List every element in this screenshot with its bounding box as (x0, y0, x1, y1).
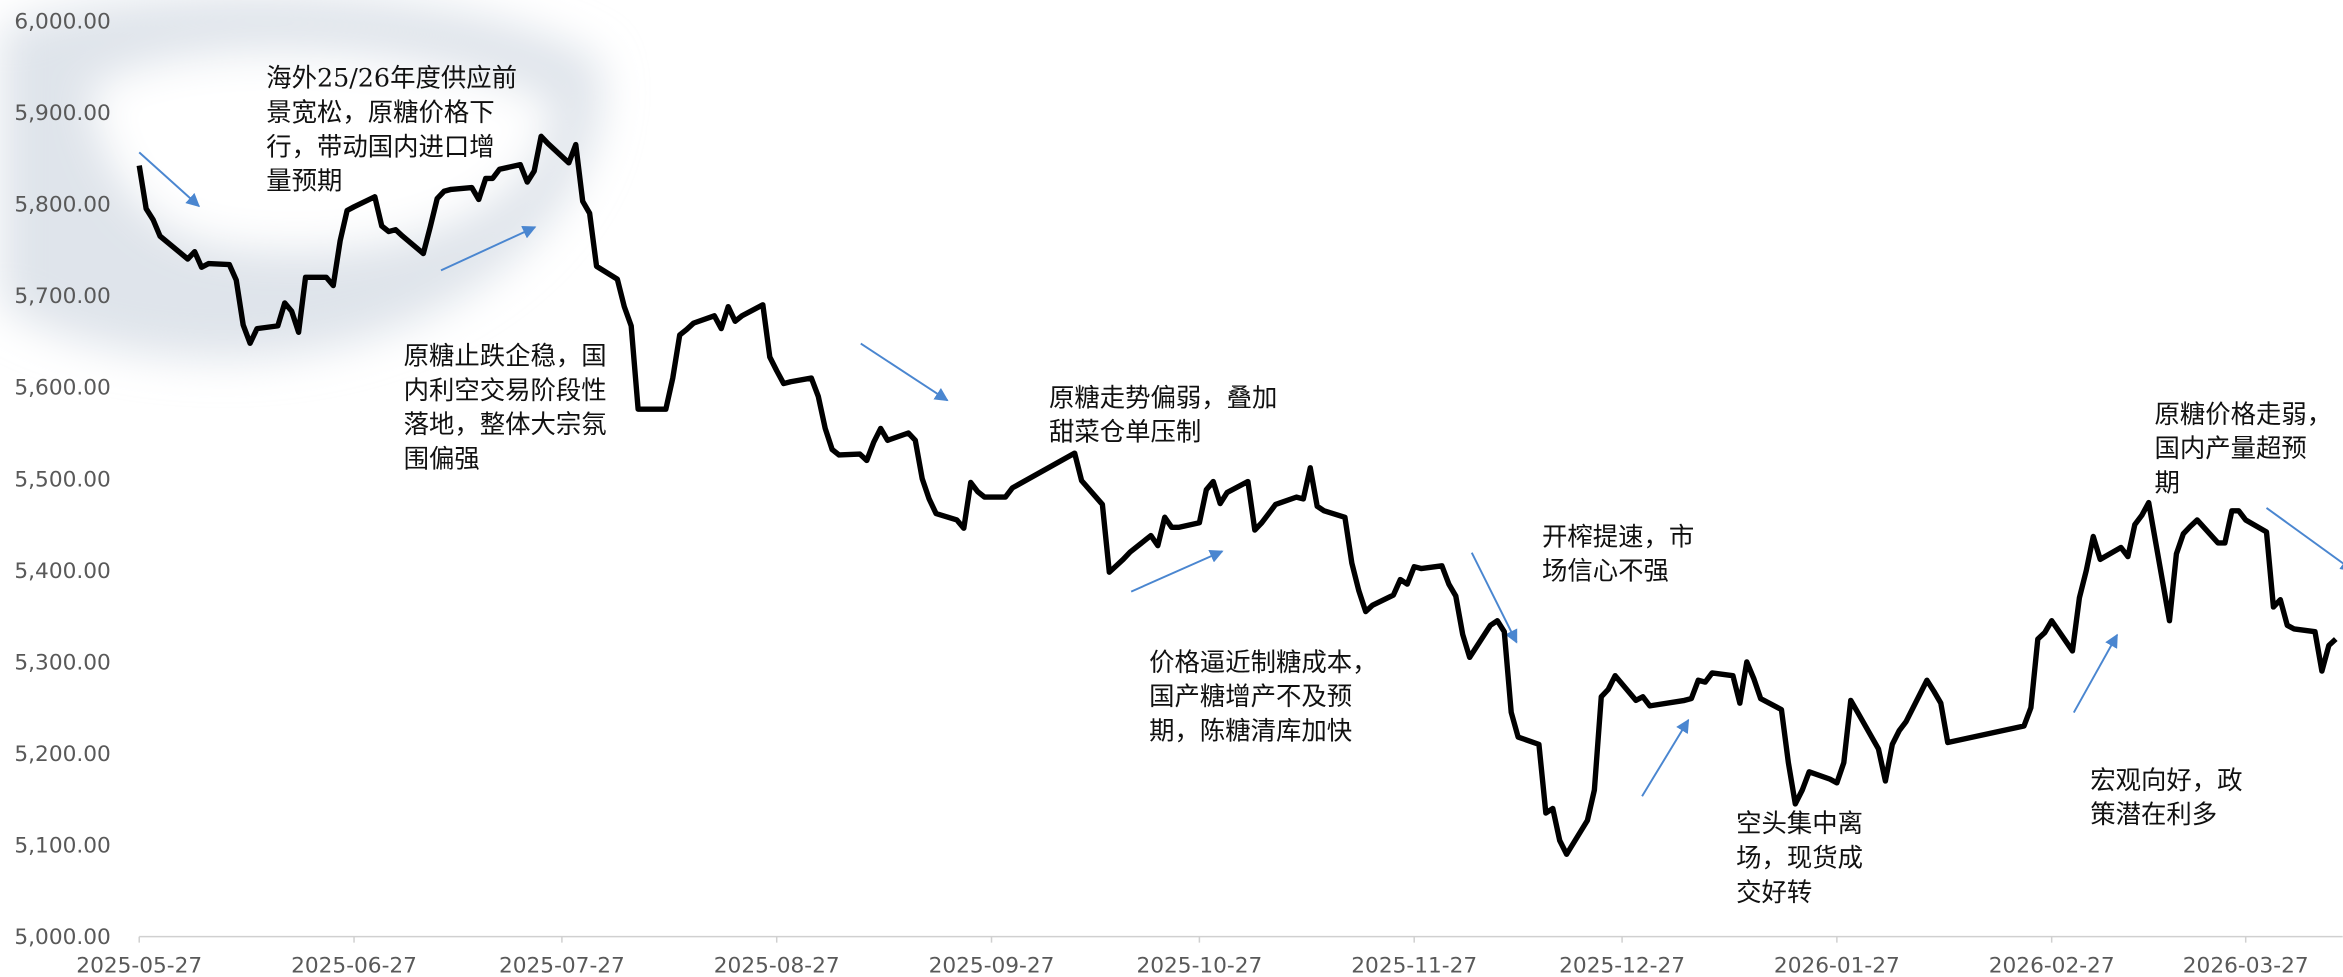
y-tick-label: 5,400.00 (14, 559, 110, 584)
y-tick-label: 5,500.00 (14, 467, 110, 492)
annotation-line: 开榨提速，市 (1542, 521, 1694, 551)
annotation-line: 空头集中离 (1736, 808, 1863, 838)
y-tick-label: 5,300.00 (14, 650, 110, 675)
x-tick-label: 2025-11-27 (1351, 954, 1477, 977)
arrow (2265, 507, 2343, 572)
annotation-line: 期，陈糖清库加快 (1149, 715, 1352, 745)
price-line (136, 133, 2338, 857)
y-tick-label: 5,700.00 (14, 284, 110, 309)
annotation-line: 原糖价格走弱， (2154, 399, 2332, 429)
annotation-line: 期 (2154, 467, 2179, 497)
y-tick-label: 5,600.00 (14, 376, 110, 401)
annotation-line: 宏观向好，政 (2090, 765, 2242, 795)
arrow (440, 226, 537, 272)
annotation-line: 围偏强 (404, 444, 480, 474)
annotation-line: 场信心不强 (1542, 556, 1669, 586)
annotation-line: 量预期 (266, 166, 342, 196)
annotation-line: 内利空交易阶段性 (404, 375, 607, 405)
x-tick-label: 2025-12-27 (1559, 954, 1685, 977)
y-tick-label: 5,100.00 (14, 834, 110, 859)
annotation-line: 甜菜仓单压制 (1049, 417, 1201, 447)
y-tick-label: 5,900.00 (14, 101, 110, 126)
arrow (138, 151, 200, 208)
x-tick-label: 2026-02-27 (1989, 954, 2115, 977)
annotation-line: 策潜在利多 (2090, 799, 2217, 829)
x-tick-label: 2025-06-27 (291, 954, 417, 977)
x-tick-label: 2025-07-27 (499, 954, 625, 977)
x-tick-label: 2025-09-27 (929, 954, 1055, 977)
annotation-line: 价格逼近制糖成本， (1149, 647, 1377, 677)
x-tick-label: 2025-05-27 (76, 954, 202, 977)
x-tick-label: 2025-10-27 (1136, 954, 1262, 977)
annotation-line: 国内产量超预 (2154, 433, 2306, 463)
annotation-line: 原糖止跌企稳，国 (404, 341, 607, 371)
annotation-line: 国产糖增产不及预 (1149, 681, 1352, 711)
annotation-line: 海外25/26年度供应前 (266, 63, 517, 93)
y-tick-label: 5,800.00 (14, 193, 110, 218)
arrows (138, 151, 2343, 797)
y-tick-label: 5,200.00 (14, 742, 110, 767)
annotation-line: 场，现货成 (1736, 842, 1863, 872)
arrow (1130, 549, 1224, 593)
arrow (1470, 552, 1518, 644)
annotation-line: 落地，整体大宗氛 (404, 409, 607, 439)
x-tick-label: 2026-01-27 (1774, 954, 1900, 977)
annotation-line: 交好转 (1736, 877, 1812, 907)
x-tick-label: 2026-03-27 (2183, 954, 2309, 977)
arrow (2072, 633, 2118, 714)
annotation-line: 原糖走势偏弱，叠加 (1049, 382, 1277, 412)
y-tick-label: 6,000.00 (14, 9, 110, 34)
annotation-line: 景宽松，原糖价格下 (266, 97, 494, 127)
y-tick-label: 5,000.00 (14, 925, 110, 950)
annotation-line: 行，带动国内进口增 (266, 131, 494, 161)
arrow (860, 342, 949, 402)
x-tick-label: 2025-08-27 (714, 954, 840, 977)
arrow (1641, 718, 1690, 797)
